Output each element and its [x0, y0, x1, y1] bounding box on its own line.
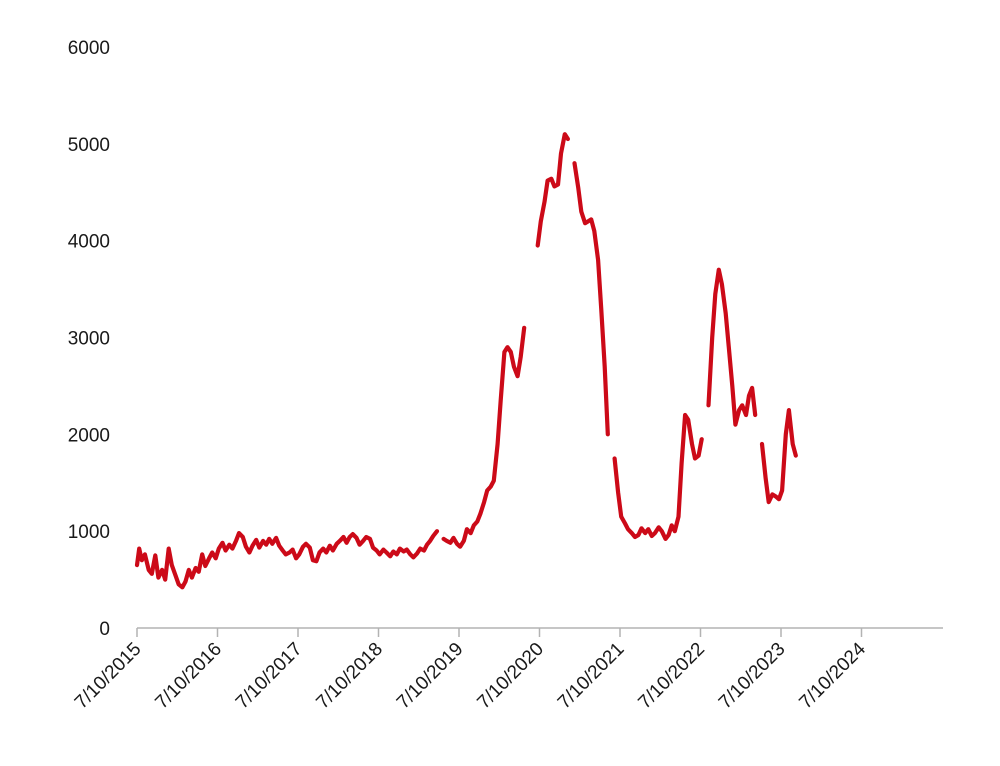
x-tick-label: 7/10/2017 [232, 639, 307, 714]
y-tick-label: 3000 [68, 329, 110, 350]
x-tick-label: 7/10/2022 [634, 639, 709, 714]
series-line-segment [759, 408, 798, 505]
x-tick-label: 7/10/2020 [473, 639, 548, 714]
x-tick-label: 7/10/2015 [71, 639, 146, 714]
y-tick-label: 2000 [68, 425, 110, 446]
x-tick-label: 7/10/2021 [554, 639, 629, 714]
y-tick-label: 4000 [68, 232, 110, 253]
y-axis-ticks: 0 1000 2000 3000 4000 5000 6000 [68, 38, 110, 640]
series-line-segment [134, 529, 440, 590]
y-tick-label: 1000 [68, 522, 110, 543]
y-tick-label: 0 [99, 619, 110, 640]
series-line-segment [572, 161, 610, 437]
series-line-segment [441, 325, 527, 549]
series-line-segment [612, 412, 704, 541]
y-tick-label: 6000 [68, 38, 110, 59]
y-tick-label: 5000 [68, 135, 110, 156]
x-tick-label: 7/10/2023 [715, 639, 790, 714]
series-line-segment [535, 132, 570, 248]
x-tick-label: 7/10/2018 [312, 639, 387, 714]
x-tick-label: 7/10/2016 [151, 639, 226, 714]
series-line-segment [706, 267, 758, 427]
x-axis: 7/10/2015 7/10/2016 7/10/2017 7/10/2018 7/10… [71, 627, 943, 714]
x-tick-label: 7/10/2024 [795, 638, 870, 713]
series-group [134, 132, 798, 590]
x-tick-label: 7/10/2019 [393, 639, 468, 714]
